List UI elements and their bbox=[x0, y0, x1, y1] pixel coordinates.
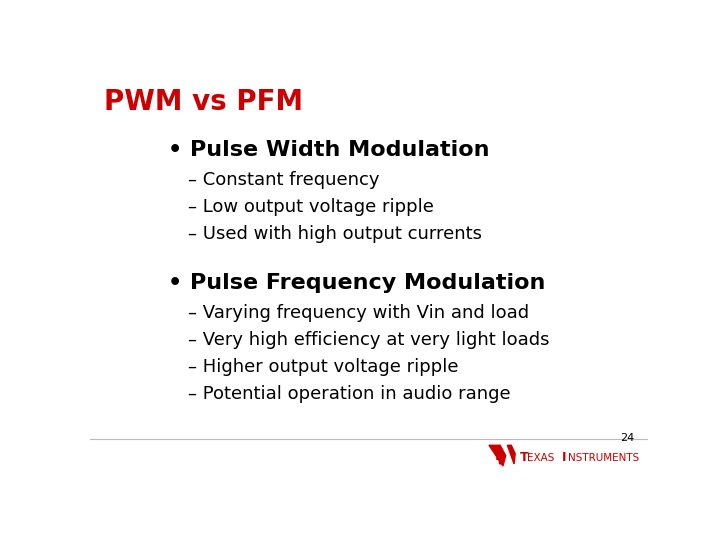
Text: • Pulse Frequency Modulation: • Pulse Frequency Modulation bbox=[168, 273, 546, 293]
Text: • Pulse Width Modulation: • Pulse Width Modulation bbox=[168, 140, 490, 160]
Text: I: I bbox=[562, 451, 566, 464]
Text: EXAS: EXAS bbox=[527, 453, 554, 463]
Polygon shape bbox=[489, 446, 505, 466]
Text: T: T bbox=[520, 451, 528, 464]
Text: PWM vs PFM: PWM vs PFM bbox=[104, 87, 303, 116]
Text: – Constant frequency: – Constant frequency bbox=[188, 171, 379, 189]
Text: NSTRUMENTS: NSTRUMENTS bbox=[567, 453, 639, 463]
Text: – Varying frequency with Vin and load: – Varying frequency with Vin and load bbox=[188, 304, 528, 322]
Text: 24: 24 bbox=[620, 433, 634, 443]
Text: – Higher output voltage ripple: – Higher output voltage ripple bbox=[188, 358, 458, 376]
Text: – Used with high output currents: – Used with high output currents bbox=[188, 225, 482, 243]
Text: – Low output voltage ripple: – Low output voltage ripple bbox=[188, 198, 433, 216]
Text: – Potential operation in audio range: – Potential operation in audio range bbox=[188, 385, 510, 403]
Text: – Very high efficiency at very light loads: – Very high efficiency at very light loa… bbox=[188, 331, 549, 349]
Polygon shape bbox=[508, 446, 516, 464]
